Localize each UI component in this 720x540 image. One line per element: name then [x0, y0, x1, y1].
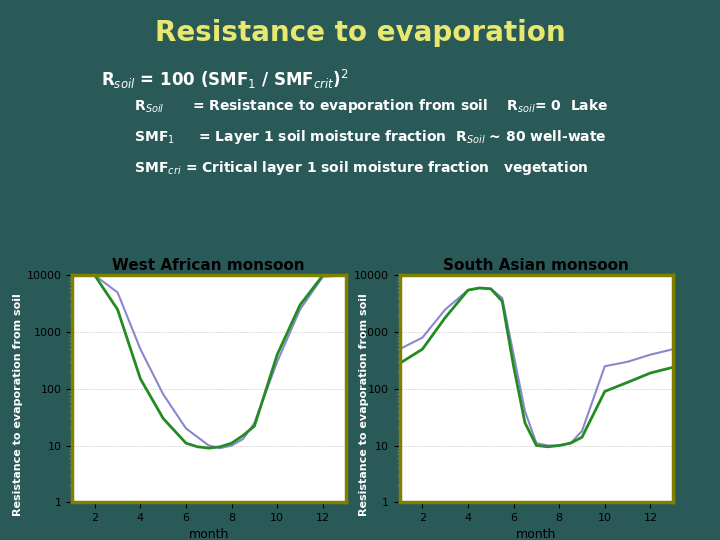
Text: R$_{Soil}$      = Resistance to evaporation from soil    R$_{soil}$= 0  Lake: R$_{Soil}$ = Resistance to evaporation f…	[115, 97, 608, 115]
Text: Resistance to evaporation: Resistance to evaporation	[155, 19, 565, 47]
X-axis label: month: month	[189, 528, 229, 540]
Title: South Asian monsoon: South Asian monsoon	[444, 258, 629, 273]
Text: R$_{soil}$ = 100 (SMF$_1$ / SMF$_{crit}$)$^2$: R$_{soil}$ = 100 (SMF$_1$ / SMF$_{crit}$…	[101, 68, 348, 91]
Text: Resistance to evaporation from soil: Resistance to evaporation from soil	[13, 294, 23, 516]
Text: SMF$_1$     = Layer 1 soil moisture fraction  R$_{Soil}$ ~ 80 well-wate: SMF$_1$ = Layer 1 soil moisture fraction…	[115, 128, 607, 146]
Title: West African monsoon: West African monsoon	[112, 258, 305, 273]
Text: SMF$_{cri}$ = Critical layer 1 soil moisture fraction   vegetation: SMF$_{cri}$ = Critical layer 1 soil mois…	[115, 159, 589, 177]
X-axis label: month: month	[516, 528, 557, 540]
Text: Resistance to evaporation from soil: Resistance to evaporation from soil	[359, 294, 369, 516]
